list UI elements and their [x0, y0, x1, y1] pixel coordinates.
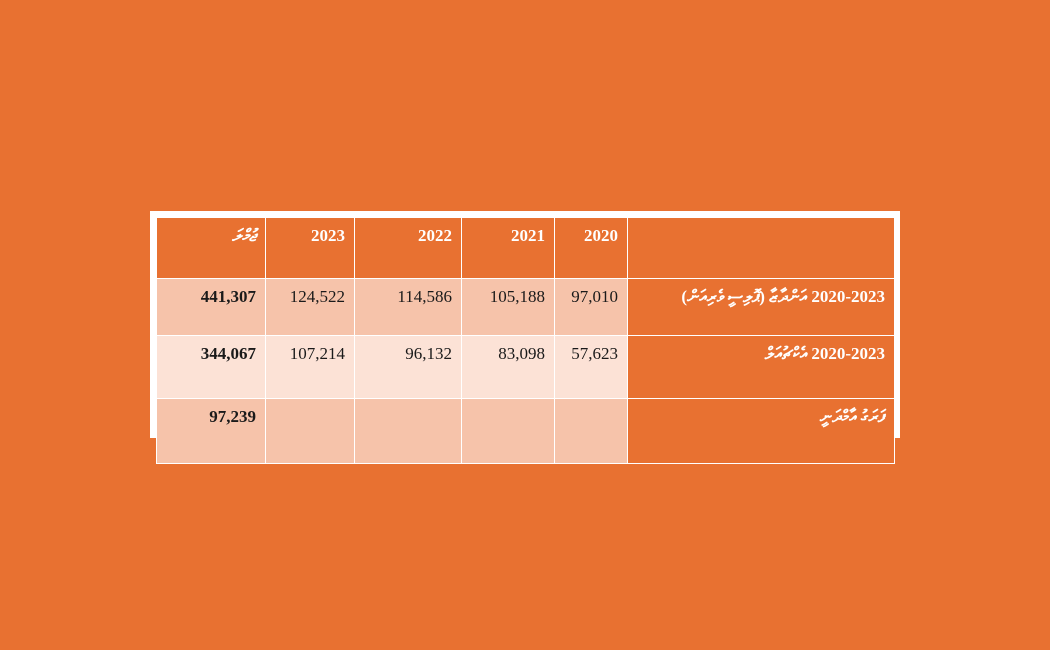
table-header-row: ޖުމްލަ 2023 2022 2021 2020 [156, 217, 895, 279]
cell-2020: 97,010 [554, 278, 628, 336]
data-table: ޖުމްލަ 2023 2022 2021 2020 441,307 124,5… [156, 217, 895, 464]
cell-2023: 124,522 [265, 278, 355, 336]
row-label: 2020-2023 އަންދާޒާ (ޕޮލިސީ ވެރިއަން) [627, 278, 895, 336]
cell-2022: 114,586 [354, 278, 462, 336]
row-total: 441,307 [156, 278, 266, 336]
row-total: 97,239 [156, 398, 266, 464]
header-2021: 2021 [461, 217, 555, 279]
header-label [627, 217, 895, 279]
cell-2021: 105,188 [461, 278, 555, 336]
cell-2022: 96,132 [354, 335, 462, 399]
cell-2023: 107,214 [265, 335, 355, 399]
row-label: ފަރަގު އާމްދަނީ [627, 398, 895, 464]
table-row: 344,067 107,214 96,132 83,098 57,623 202… [156, 335, 895, 399]
header-2020: 2020 [554, 217, 628, 279]
row-label: 2020-2023 އެކްޗުއަލް [627, 335, 895, 399]
header-total: ޖުމްލަ [156, 217, 266, 279]
cell-2023 [265, 398, 355, 464]
table-row: 441,307 124,522 114,586 105,188 97,010 2… [156, 278, 895, 336]
cell-2022 [354, 398, 462, 464]
cell-2021: 83,098 [461, 335, 555, 399]
header-2022: 2022 [354, 217, 462, 279]
data-table-frame: ޖުމްލަ 2023 2022 2021 2020 441,307 124,5… [150, 211, 900, 464]
header-2023: 2023 [265, 217, 355, 279]
cell-2021 [461, 398, 555, 464]
table-row: 97,239 ފަރަގު އާމްދަނީ [156, 398, 895, 464]
cell-2020 [554, 398, 628, 464]
row-total: 344,067 [156, 335, 266, 399]
cell-2020: 57,623 [554, 335, 628, 399]
